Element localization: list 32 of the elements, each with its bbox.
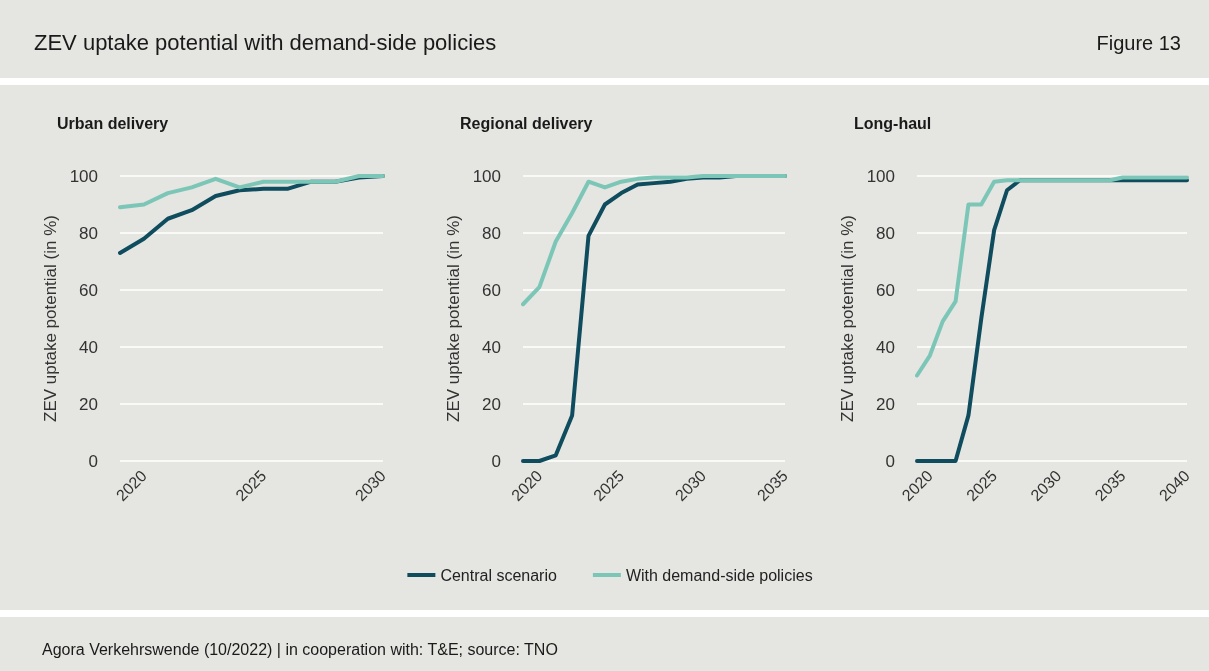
y-tick-label: 80 <box>876 223 895 243</box>
chart-title: Urban delivery <box>57 114 169 132</box>
legend-label: With demand-side policies <box>625 566 813 584</box>
line-series <box>915 175 1189 378</box>
y-tick-label: 20 <box>79 394 98 414</box>
y-tick-label: 0 <box>491 451 501 471</box>
chart-title: Regional delivery <box>460 114 593 132</box>
y-tick-label: 100 <box>69 166 98 186</box>
y-tick-label: 40 <box>876 337 895 357</box>
y-tick-label: 40 <box>482 337 501 357</box>
y-tick-label: 20 <box>876 394 895 414</box>
y-axis-title: ZEV uptake potential (in %) <box>40 215 60 422</box>
y-tick-label: 40 <box>79 337 98 357</box>
y-tick-label: 80 <box>79 223 98 243</box>
y-tick-label: 60 <box>876 280 895 300</box>
y-tick-label: 80 <box>482 223 501 243</box>
y-axis-title: ZEV uptake potential (in %) <box>443 215 463 422</box>
y-tick-label: 60 <box>79 280 98 300</box>
y-axis-title: ZEV uptake potential (in %) <box>837 215 857 422</box>
caption: Figure 13 <box>1096 32 1181 55</box>
y-tick-label: 100 <box>472 166 501 186</box>
line-series <box>118 174 385 210</box>
y-tick-label: 60 <box>482 280 501 300</box>
y-tick-label: 0 <box>88 451 98 471</box>
chart-title: Long-haul <box>854 114 932 132</box>
text: Agora Verkehrswende (10/2022) | in cooperation with: T&E; source: TNO <box>42 641 558 659</box>
legend-label: Central scenario <box>440 566 557 584</box>
y-tick-label: 100 <box>866 166 895 186</box>
y-tick-label: 20 <box>482 394 501 414</box>
line-series <box>521 174 787 307</box>
text: ZEV uptake potential with demand-side policies <box>34 30 497 56</box>
y-tick-label: 0 <box>885 451 895 471</box>
